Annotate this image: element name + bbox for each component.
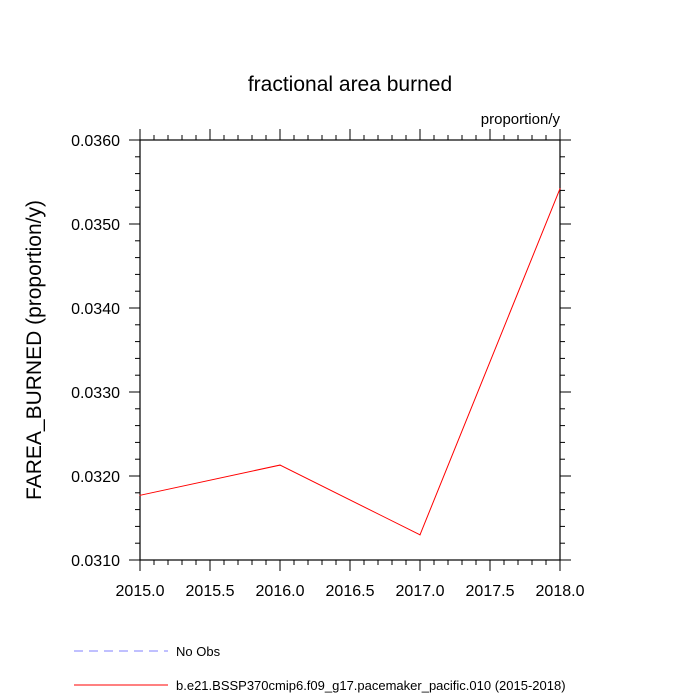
y-tick-label: 0.0350 xyxy=(71,217,120,234)
x-tick-label: 2016.5 xyxy=(326,583,375,600)
y-tick-label: 0.0360 xyxy=(71,133,120,150)
legend-label: b.e21.BSSP370cmip6.f09_g17.pacemaker_pac… xyxy=(176,678,566,693)
x-tick-label: 2015.5 xyxy=(186,583,235,600)
legend-label: No Obs xyxy=(176,644,221,659)
series-line-1 xyxy=(139,188,561,536)
x-tick-label: 2017.0 xyxy=(396,583,445,600)
y-axis-label: FAREA_BURNED (proportion/y) xyxy=(23,200,46,500)
chart-title: fractional area burned xyxy=(248,73,452,96)
units-label: proportion/y xyxy=(481,111,561,128)
y-tick-label: 0.0340 xyxy=(71,301,120,318)
y-tick-label: 0.0310 xyxy=(71,553,120,570)
x-tick-label: 2015.0 xyxy=(116,583,165,600)
data-point xyxy=(419,534,421,536)
data-point xyxy=(559,188,561,190)
x-tick-label: 2018.0 xyxy=(536,583,585,600)
data-point xyxy=(139,494,141,496)
y-tick-label: 0.0320 xyxy=(71,469,120,486)
x-tick-label: 2017.5 xyxy=(466,583,515,600)
data-point xyxy=(279,464,281,466)
x-tick-label: 2016.0 xyxy=(256,583,305,600)
y-tick-label: 0.0330 xyxy=(71,385,120,402)
plot-frame xyxy=(139,139,561,561)
